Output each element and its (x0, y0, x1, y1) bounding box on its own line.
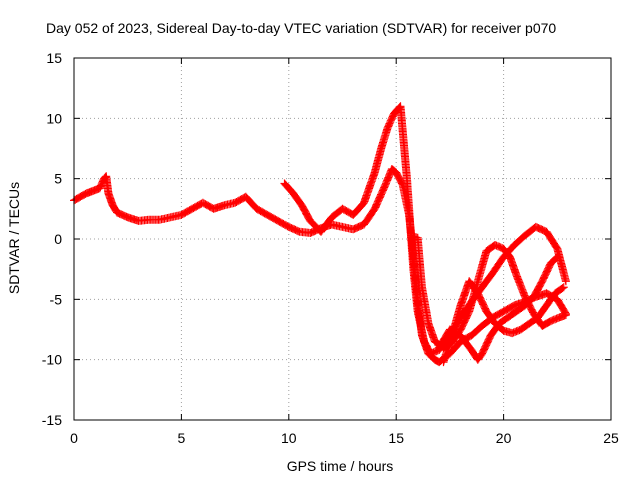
data-point (274, 216, 292, 231)
data-point (396, 102, 411, 182)
y-tick-label: -15 (42, 412, 62, 428)
data-point (370, 182, 389, 213)
y-tick-label: -10 (42, 352, 62, 368)
data-point (409, 265, 422, 314)
data-point (506, 253, 520, 278)
data-point (473, 248, 490, 286)
data-point (241, 192, 260, 212)
data-series (280, 102, 570, 358)
data-point (512, 302, 528, 316)
data-point (467, 322, 485, 340)
data-point (387, 165, 400, 176)
data-point (177, 205, 195, 219)
data-point (435, 326, 454, 352)
data-point (488, 254, 507, 277)
data-point (108, 201, 121, 216)
data-point (553, 244, 570, 284)
data-point (546, 254, 561, 268)
data-point (499, 244, 514, 260)
data-point (360, 170, 379, 207)
data-point (478, 332, 495, 358)
data-point (439, 333, 456, 367)
data-point (473, 289, 490, 314)
data-point (317, 214, 335, 236)
data-point (456, 308, 473, 334)
data-point (473, 350, 486, 364)
data-point (525, 314, 541, 328)
data-point (499, 302, 517, 316)
data-point (529, 278, 546, 301)
x-tick-label: 15 (388, 430, 404, 446)
data-point (349, 199, 367, 219)
y-tick-label: 0 (54, 231, 62, 247)
data-point (561, 277, 570, 286)
data-point (280, 179, 297, 197)
data-point (297, 201, 314, 224)
data-point (510, 232, 528, 249)
data-point (465, 277, 481, 297)
data-point (503, 308, 520, 322)
y-tick-label: -5 (50, 291, 63, 307)
data-point (561, 311, 570, 320)
y-tick-label: 5 (54, 171, 62, 187)
data-point (538, 260, 555, 286)
x-tick-label: 20 (496, 430, 512, 446)
data-point (512, 271, 529, 300)
data-point (534, 302, 550, 322)
data-point (448, 302, 465, 340)
data-point (482, 307, 499, 327)
data-point (418, 283, 433, 326)
x-tick-label: 5 (178, 430, 186, 446)
data-point (402, 174, 418, 272)
data-point (76, 189, 90, 201)
data-point (263, 210, 281, 225)
data-point (478, 270, 496, 292)
data-point (413, 307, 428, 345)
data-point (521, 294, 537, 310)
chart-title: Day 052 of 2023, Sidereal Day-to-day VTE… (46, 20, 556, 36)
data-point (381, 166, 396, 189)
y-tick-label: 10 (46, 110, 62, 126)
x-tick-label: 0 (70, 430, 78, 446)
x-tick-label: 10 (281, 430, 297, 446)
data-point (456, 331, 475, 353)
y-axis-label: SDTVAR / TECUs (6, 182, 22, 294)
data-point (252, 204, 270, 219)
data-point (360, 206, 378, 229)
data-point (289, 189, 305, 208)
data-point (553, 295, 570, 317)
data-point (383, 111, 398, 132)
data-point (542, 290, 559, 310)
y-tick-label: 15 (46, 50, 62, 66)
data-point (409, 232, 421, 242)
data-point (491, 319, 507, 334)
x-tick-label: 25 (603, 430, 619, 446)
data-series (439, 277, 568, 367)
data-point (553, 253, 562, 262)
data-point (392, 168, 406, 188)
data-point (551, 284, 567, 298)
data-point (370, 146, 385, 177)
data-point (559, 283, 568, 292)
data-point (424, 319, 439, 345)
data-point (542, 227, 561, 252)
x-axis-label: GPS time / hours (287, 458, 394, 474)
data-point (377, 125, 392, 153)
data-point (516, 320, 533, 334)
